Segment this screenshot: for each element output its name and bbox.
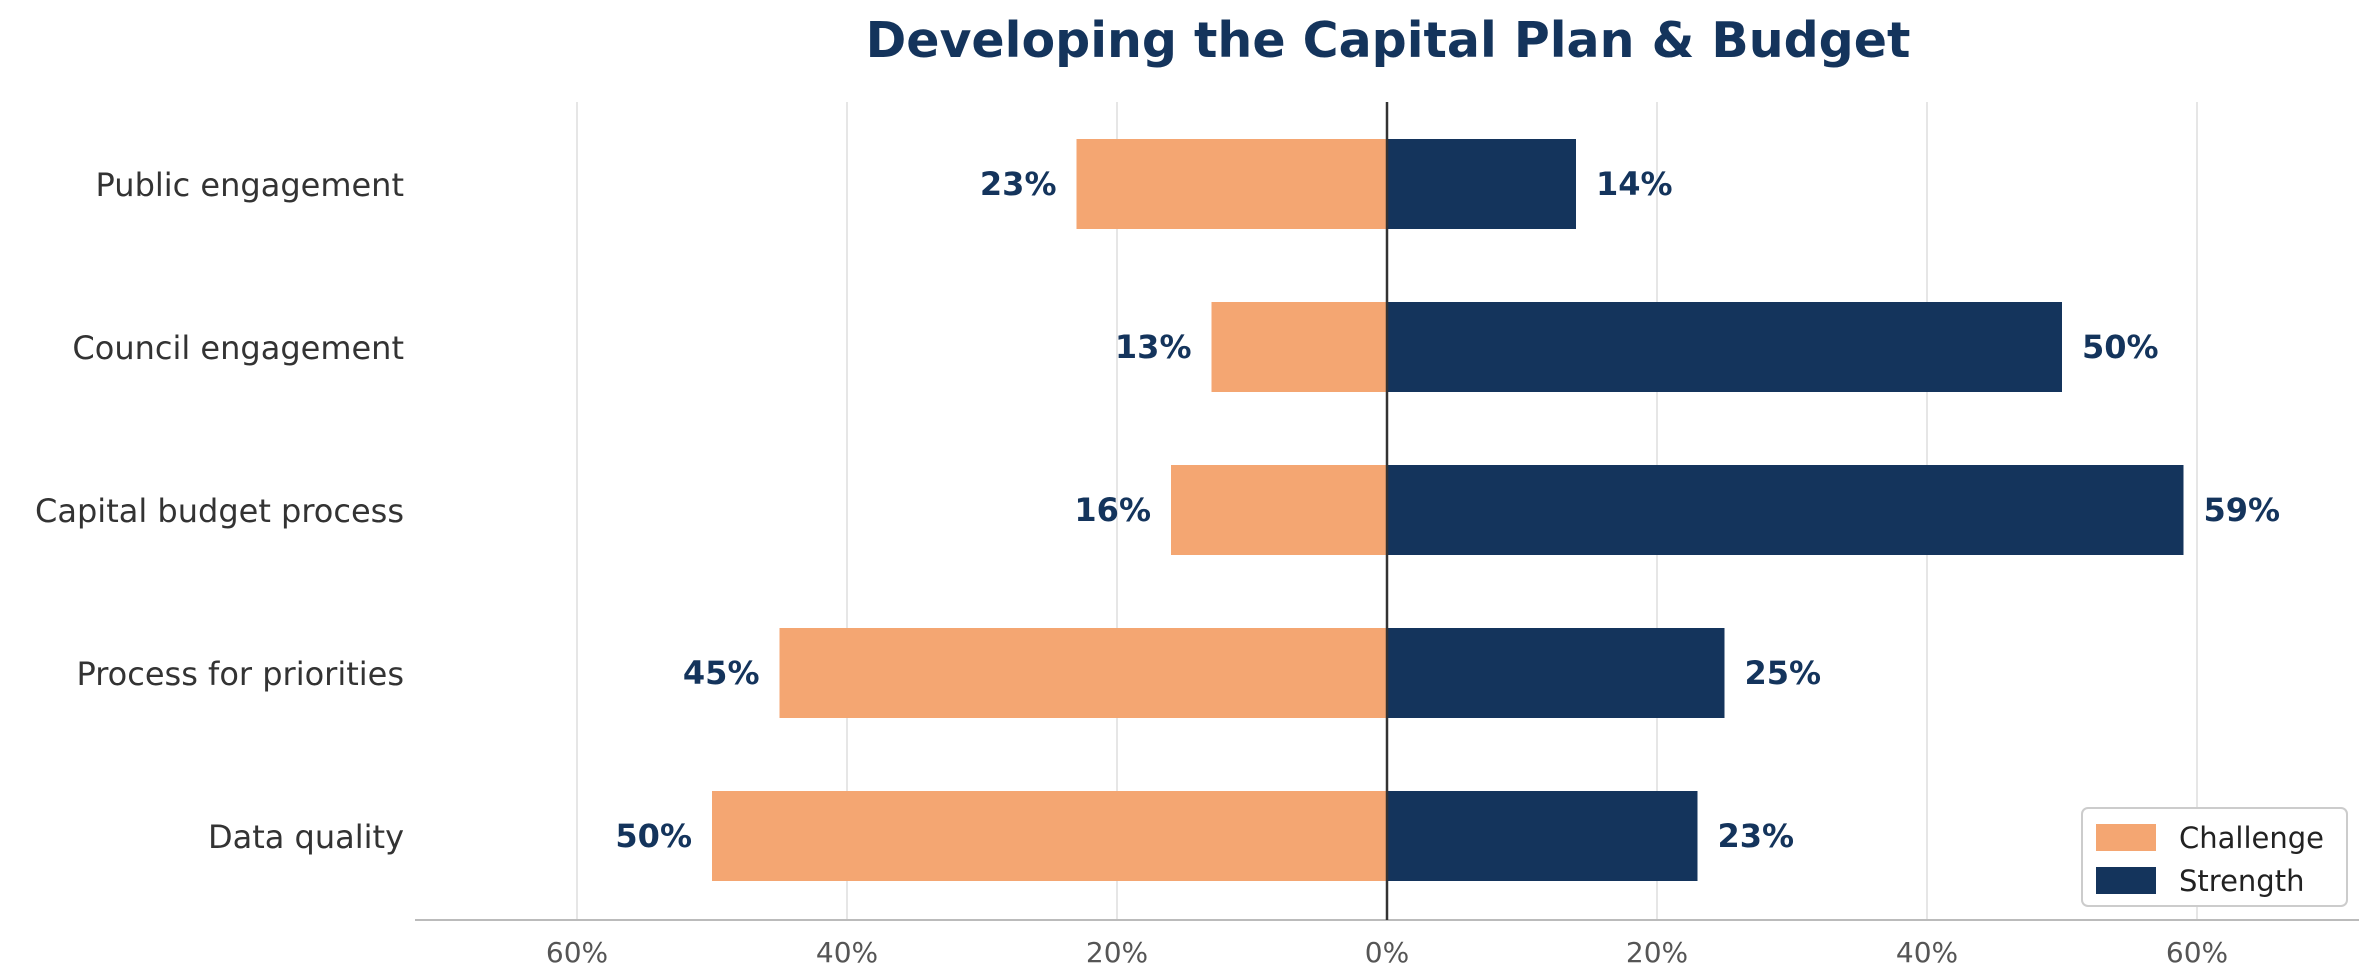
legend-swatch-challenge	[2096, 824, 2156, 851]
data-label-challenge: 50%	[615, 817, 692, 855]
bar-strength-process-for-priorities	[1387, 628, 1725, 718]
x-axis-ticks: 60% 40% 20% 0% 20% 40% 60%	[546, 936, 2228, 969]
category-label: Council engagement	[72, 329, 404, 367]
x-tick-label: 60%	[546, 936, 608, 969]
data-label-challenge: 16%	[1074, 491, 1151, 529]
data-label-strength: 23%	[1718, 817, 1795, 855]
bar-challenge-public-engagement	[1076, 139, 1387, 229]
bar-challenge-council-engagement	[1211, 302, 1387, 392]
x-tick-label: 40%	[1896, 936, 1958, 969]
legend-label-challenge: Challenge	[2179, 821, 2324, 855]
legend-swatch-strength	[2096, 867, 2156, 894]
data-label-challenge: 13%	[1115, 328, 1192, 366]
x-tick-label: 20%	[1086, 936, 1148, 969]
category-label: Public engagement	[96, 166, 404, 204]
chart-title: Developing the Capital Plan & Budget	[866, 12, 1911, 69]
data-label-strength: 59%	[2204, 491, 2281, 529]
bar-challenge-data-quality	[712, 791, 1387, 881]
data-label-challenge: 23%	[980, 165, 1057, 203]
x-tick-label: 0%	[1365, 936, 1409, 969]
category-label: Capital budget process	[35, 492, 404, 530]
x-tick-label: 60%	[2166, 936, 2228, 969]
legend-label-strength: Strength	[2179, 864, 2304, 898]
data-label-strength: 14%	[1596, 165, 1673, 203]
legend: Challenge Strength	[2081, 807, 2348, 907]
bar-challenge-process-for-priorities	[779, 628, 1387, 718]
bar-strength-data-quality	[1387, 791, 1698, 881]
bar-strength-council-engagement	[1387, 302, 2062, 392]
category-label: Data quality	[208, 818, 404, 856]
data-label-strength: 25%	[1745, 654, 1822, 692]
category-labels: Public engagement Council engagement Capit…	[35, 166, 404, 856]
category-label: Process for priorities	[76, 655, 404, 693]
bar-strength-public-engagement	[1387, 139, 1576, 229]
data-label-challenge: 45%	[683, 654, 760, 692]
bars	[712, 102, 2184, 920]
x-tick-label: 40%	[816, 936, 878, 969]
data-labels: 23% 14% 13% 50% 16% 59% 45% 25% 50% 23%	[615, 165, 2280, 855]
bar-challenge-capital-budget-process	[1171, 465, 1387, 555]
bar-strength-capital-budget-process	[1387, 465, 2184, 555]
data-label-strength: 50%	[2082, 328, 2159, 366]
x-tick-label: 20%	[1626, 936, 1688, 969]
